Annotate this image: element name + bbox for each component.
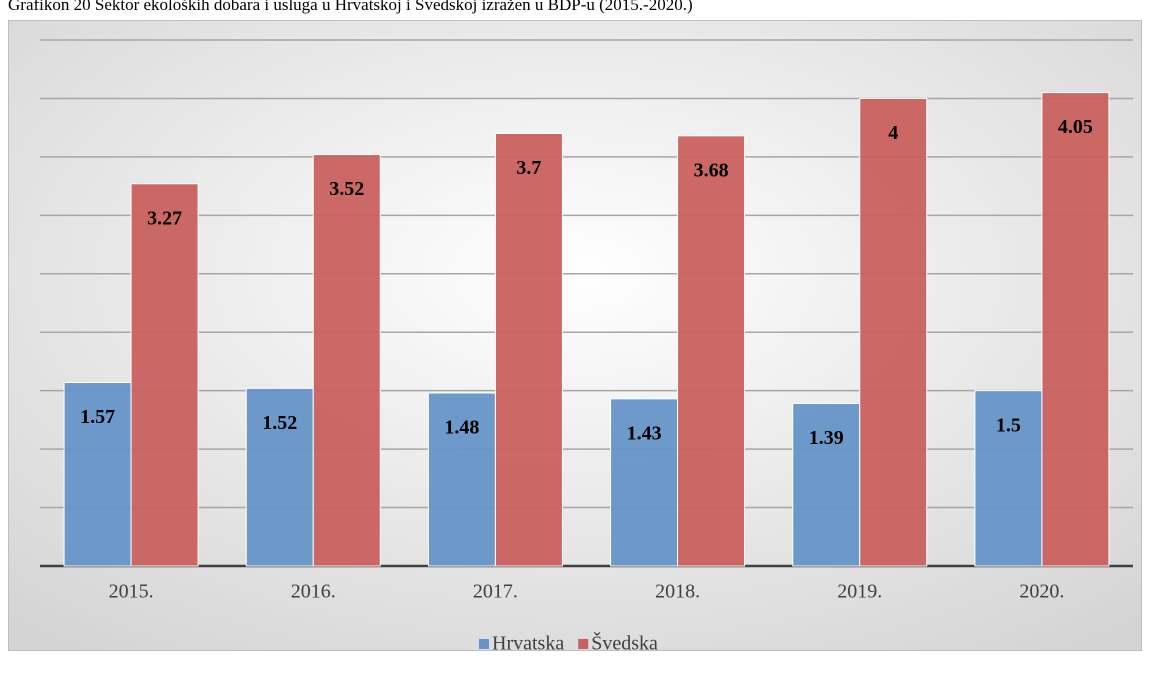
data-label: 3.52: [329, 178, 364, 200]
x-tick-label: 2016.: [291, 581, 336, 603]
data-label: 1.57: [80, 406, 115, 428]
data-label: 1.39: [809, 427, 844, 449]
legend-label: Hrvatska: [492, 633, 564, 655]
x-tick-label: 2017.: [473, 581, 518, 603]
data-label: 3.7: [516, 157, 541, 179]
legend-swatch: [479, 639, 489, 649]
x-tick-label: 2018.: [655, 581, 700, 603]
bar: [245, 387, 314, 567]
data-label: 1.5: [996, 414, 1021, 436]
bar: [610, 398, 679, 567]
data-label: 1.48: [444, 417, 479, 439]
bar: [494, 133, 563, 567]
bar: [130, 183, 199, 567]
bar: [859, 97, 928, 567]
x-tick-label: 2015.: [109, 581, 154, 603]
x-tick-label: 2019.: [837, 581, 882, 603]
data-label: 4: [888, 122, 898, 144]
bar: [427, 392, 496, 567]
data-label: 3.27: [147, 207, 182, 229]
legend-label: Švedska: [591, 631, 658, 655]
legend-swatch: [578, 639, 589, 649]
data-label: 1.52: [262, 412, 297, 434]
bar: [1041, 92, 1110, 567]
chart-title: Grafikon 20 Sektor ekoloških dobara i us…: [8, 0, 693, 14]
bar: [63, 381, 132, 567]
bar: [974, 390, 1043, 567]
data-label: 1.43: [627, 422, 662, 444]
data-label: 4.05: [1058, 116, 1093, 138]
bar: [792, 403, 861, 567]
bar: [312, 154, 381, 567]
data-label: 3.68: [694, 159, 729, 181]
bar: [677, 135, 746, 567]
x-tick-label: 2020.: [1019, 581, 1064, 603]
